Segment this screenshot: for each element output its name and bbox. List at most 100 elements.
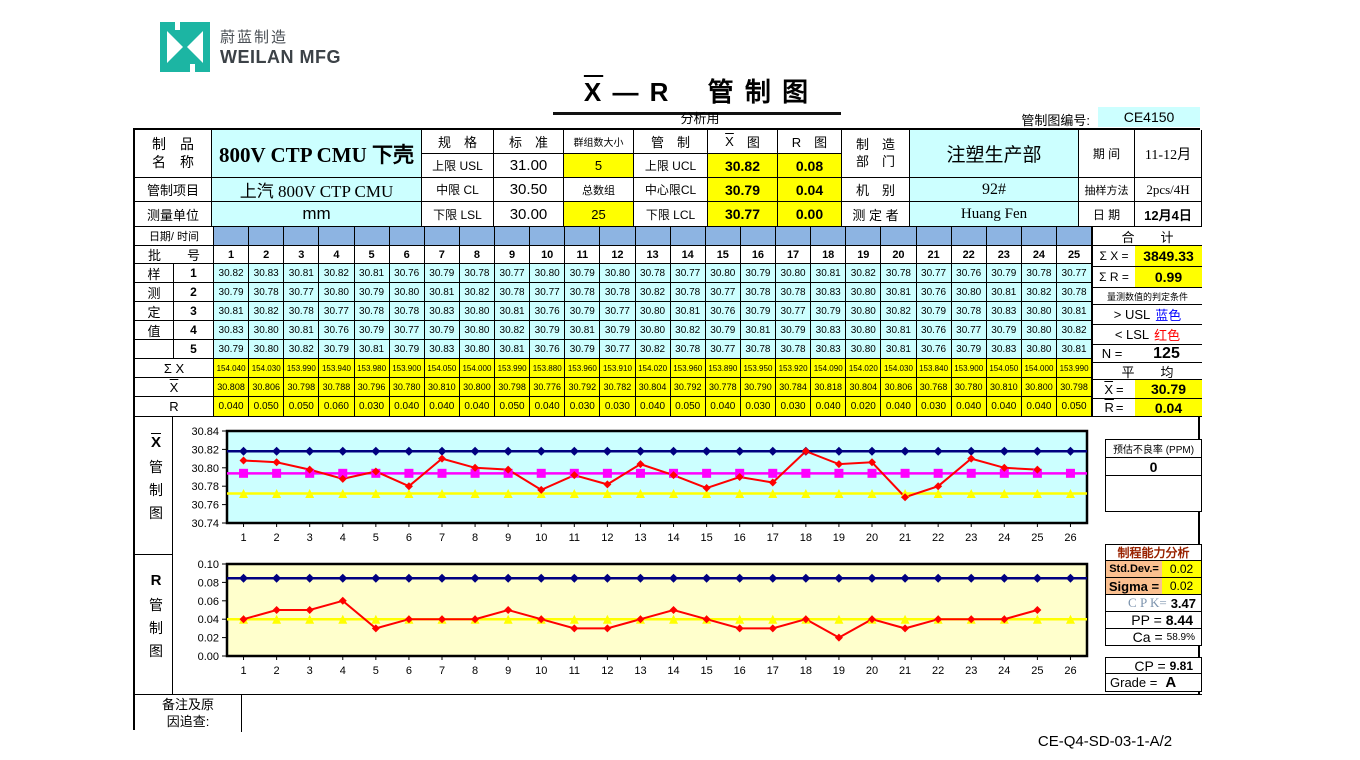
svg-text:5: 5 [373, 532, 379, 544]
measure-cell: 30.76 [916, 283, 952, 302]
measure-cell: 30.77 [600, 302, 636, 321]
date-cell [389, 227, 425, 246]
lcl-label: 下限 LCL [634, 202, 708, 227]
measure-cell: 30.82 [846, 264, 882, 283]
measure-cell: 30.80 [1021, 321, 1057, 340]
xbar-cell: 30.806 [881, 378, 917, 397]
total-groups-label: 总数组 [564, 178, 634, 202]
xbar-chart-chars: 管制图 [149, 459, 163, 522]
svg-text:10: 10 [535, 665, 547, 677]
measure-cell: 30.79 [740, 302, 776, 321]
xbar-cell: 30.796 [354, 378, 390, 397]
batch-number-cell: 15 [705, 246, 741, 264]
svg-text:25: 25 [1031, 665, 1043, 677]
measure-cell: 30.77 [776, 302, 812, 321]
sampling-method-value: 2pcs/4H [1135, 178, 1202, 202]
svg-text:18: 18 [800, 665, 812, 677]
date-cell [986, 227, 1022, 246]
cp-value: 9.81 [1169, 659, 1193, 673]
svg-text:1: 1 [240, 665, 246, 677]
batch-number-cell: 4 [319, 246, 355, 264]
logo-text: 蔚蓝制造 WEILAN MFG [220, 26, 341, 68]
machine-label: 机 别 [842, 178, 910, 202]
measure-cell: 30.78 [951, 302, 987, 321]
measure-cell: 30.80 [1021, 340, 1057, 359]
xbar-control-chart: 30.84 30.82 30.80 30.78 30.76 30.74 1 2 3 4 5 6 7 8 9 1… [177, 426, 1092, 553]
measure-cell: 30.80 [776, 264, 812, 283]
batch-number-cell: 24 [1021, 246, 1057, 264]
sigma-row: Sigma = 0.02 [1105, 577, 1202, 595]
xbar-cell: 30.818 [811, 378, 847, 397]
usl-value: 31.00 [494, 154, 564, 178]
product-name-label: 制 品名 称 [135, 130, 212, 178]
xbar-cell: 30.798 [495, 378, 531, 397]
xbar-cell: 30.800 [1021, 378, 1057, 397]
date-cell [811, 227, 847, 246]
svg-text:19: 19 [833, 532, 845, 544]
measure-cell: 30.80 [459, 321, 495, 340]
measure-cell: 30.82 [459, 283, 495, 302]
measure-cell: 30.79 [986, 321, 1022, 340]
sum-x-cell: 153.880 [530, 359, 566, 378]
measure-cell: 30.81 [495, 302, 531, 321]
batch-number-cell: 3 [284, 246, 320, 264]
svg-text:2: 2 [274, 665, 280, 677]
ucl-label: 上限 UCL [634, 154, 708, 178]
measure-cell: 30.79 [565, 340, 601, 359]
measure-cell: 30.79 [389, 340, 425, 359]
measure-cell: 30.81 [565, 321, 601, 340]
date-cell [670, 227, 706, 246]
rbar-value: 0.04 [1135, 399, 1202, 416]
measure-cell: 30.82 [881, 302, 917, 321]
svg-text:15: 15 [700, 665, 712, 677]
sum-x-cell: 153.990 [495, 359, 531, 378]
measure-cell: 30.82 [1057, 321, 1093, 340]
svg-text:24: 24 [998, 665, 1010, 677]
sample-number: 3 [174, 302, 214, 321]
n-label: N = [1101, 346, 1123, 361]
stddev-label: Std.Dev.= [1106, 561, 1162, 577]
sum-x-cell: 154.020 [635, 359, 671, 378]
sample-row-1: 样 1 30.82 30.83 30.81 30.82 30.81 30.76 30.79 3… [135, 264, 1093, 283]
xbar-cell: 30.810 [986, 378, 1022, 397]
xbar-chart-axis-title: X 管制图 [141, 434, 171, 525]
measure-cell: 30.77 [1057, 264, 1093, 283]
sum-x-cell: 154.020 [846, 359, 882, 378]
r-row-label: R [135, 397, 214, 417]
ca-label: Ca = [1132, 629, 1163, 645]
ppm-header: 预估不良率 (PPM) [1105, 439, 1202, 458]
usl-rule: > USL [1113, 307, 1151, 322]
measurer-label: 测 定 者 [842, 202, 910, 227]
sum-x-cell: 153.990 [284, 359, 320, 378]
ucl-xbar-value: 30.82 [708, 154, 778, 178]
sum-r-total-label: Σ R = [1099, 270, 1129, 284]
measure-cell: 30.81 [881, 283, 917, 302]
judge-condition-header: 量测数值的判定条件 [1106, 291, 1188, 302]
batch-number-cell: 8 [459, 246, 495, 264]
sample-label-char: 样 [135, 264, 174, 283]
date-cell [495, 227, 531, 246]
measure-cell: 30.81 [986, 283, 1022, 302]
remark-value-empty[interactable] [242, 694, 1202, 732]
svg-text:0.02: 0.02 [198, 633, 219, 645]
measure-cell: 30.81 [354, 264, 390, 283]
period-value: 11-12月 [1135, 130, 1202, 178]
sum-x-cell: 153.900 [951, 359, 987, 378]
r-cell: 0.050 [284, 397, 320, 417]
date-cell [1057, 227, 1093, 246]
sum-x-cell: 153.940 [319, 359, 355, 378]
r-cells: 0.040 0.050 0.050 0.060 0.030 0.040 0.040 0.040… [214, 397, 1093, 417]
xbar-cell: 30.810 [424, 378, 460, 397]
measure-cell: 30.82 [214, 264, 250, 283]
measure-cell: 30.76 [705, 302, 741, 321]
measure-cell: 30.83 [811, 283, 847, 302]
date-time-row: 日期/ 时间 [135, 227, 1093, 246]
grade-label: Grade = [1110, 675, 1158, 690]
svg-text:0.08: 0.08 [198, 577, 219, 589]
lcl-r-value: 0.00 [778, 202, 842, 227]
svg-text:2: 2 [274, 532, 280, 544]
date-cell [319, 227, 355, 246]
title-rest: — R 管 制 图 [603, 77, 811, 107]
sample-row-2: 测 2 30.79 30.78 30.77 30.80 30.79 30.80 30.81 3… [135, 283, 1093, 302]
measure-cell: 30.81 [1057, 340, 1093, 359]
